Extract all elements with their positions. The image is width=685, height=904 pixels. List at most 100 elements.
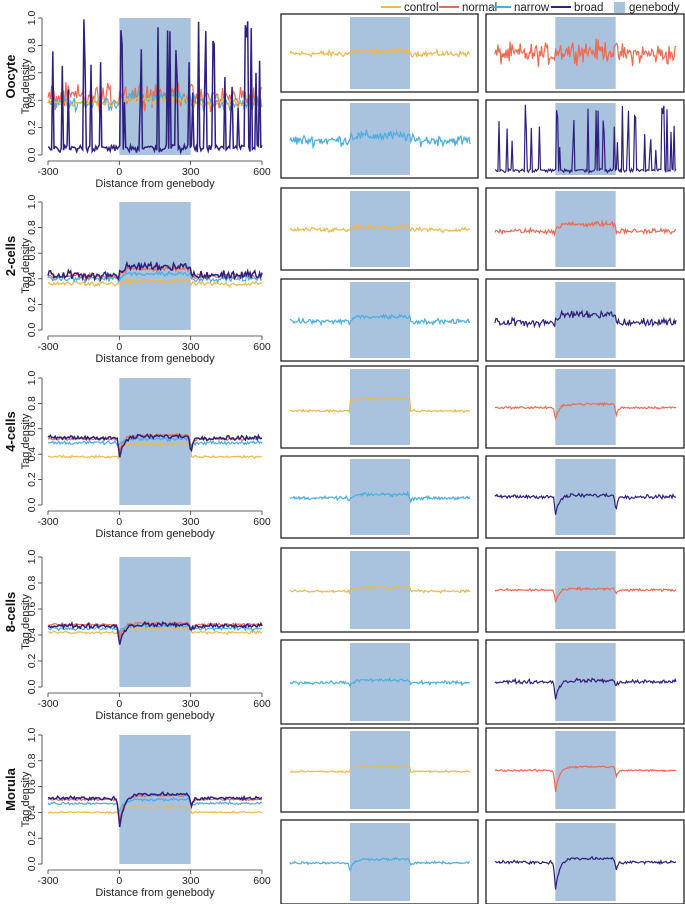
x-tick-label: 300	[182, 698, 200, 710]
y-tick-label: 0.4	[26, 628, 38, 643]
series-line-broad	[494, 677, 677, 700]
genebody-region	[555, 103, 616, 175]
y-tick-label: 0.2	[26, 297, 38, 312]
legend-item-normal: normal	[439, 2, 497, 14]
series-line-broad	[494, 309, 677, 329]
genebody-region	[349, 103, 411, 175]
series-line-broad	[47, 19, 263, 155]
small-panel-narrow	[280, 99, 479, 179]
series-line-narrow	[289, 676, 471, 689]
legend-item-genebody: genebody	[614, 2, 680, 14]
y-tick-label: 0.2	[26, 831, 38, 846]
x-tick-label: -300	[37, 166, 58, 178]
legend-label-genebody: genebody	[629, 2, 680, 14]
x-tick-label: 0	[116, 341, 122, 353]
x-axis-title: Distance from genebody	[95, 710, 215, 722]
y-axis-title: Tag density	[20, 771, 32, 827]
series-line-broad	[494, 104, 677, 175]
small-panel-narrow	[280, 278, 479, 362]
x-tick-label: 300	[182, 166, 200, 178]
y-tick-label: 1.0	[26, 195, 38, 210]
x-tick-label: -300	[37, 875, 58, 887]
series-line-broad	[494, 492, 677, 515]
small-panel-narrow	[280, 639, 479, 725]
series-line-narrow	[47, 796, 262, 813]
x-tick-label: 0	[116, 698, 122, 710]
series-line-normal	[494, 38, 677, 67]
legend-item-control: control	[381, 2, 439, 14]
series-line-normal	[47, 793, 263, 823]
genebody-region	[349, 369, 411, 445]
series-line-control	[289, 764, 471, 774]
series-line-narrow	[289, 129, 471, 150]
legend-label-control: control	[404, 2, 439, 14]
legend: control normal narrow broad genebody	[381, 2, 680, 14]
small-panel-normal	[485, 13, 685, 93]
y-tick-label: 0.6	[26, 602, 38, 617]
stage-panel-2-cells: 2-cells Tag density 0.0 0.2 0.4 0.6 0.8 1.0 -300…	[3, 187, 685, 365]
series-line-control	[47, 441, 263, 460]
x-tick-label: 0	[116, 516, 122, 528]
y-tick-label: 1.0	[26, 728, 38, 743]
genebody-region	[349, 551, 411, 629]
series-line-control	[289, 396, 471, 414]
series-line-control	[47, 626, 263, 636]
x-tick-label: 600	[253, 875, 271, 887]
small-panel-narrow	[280, 819, 479, 904]
x-tick-label: 300	[182, 341, 200, 353]
x-axis-title: Distance from genebody	[95, 528, 215, 540]
legend-item-broad: broad	[551, 2, 603, 14]
genebody-region	[555, 282, 616, 358]
small-panel-control	[280, 365, 479, 449]
x-tick-label: 0	[116, 875, 122, 887]
x-tick-label: 600	[253, 166, 271, 178]
small-panel-broad	[485, 639, 685, 725]
series-line-normal	[47, 432, 263, 453]
y-tick-label: 1.0	[26, 550, 38, 565]
series-line-control	[47, 276, 263, 288]
y-tick-label: 0.2	[26, 654, 38, 669]
y-tick-label: 0.8	[26, 576, 38, 591]
series-line-broad	[47, 432, 263, 458]
y-axis-title: Tag density	[20, 58, 32, 114]
genebody-region	[555, 369, 616, 445]
legend-label-broad: broad	[574, 2, 603, 14]
x-tick-label: -300	[37, 698, 58, 710]
series-line-narrow	[289, 490, 471, 504]
stage-label: Oocyte	[3, 54, 18, 98]
series-line-normal	[494, 765, 677, 792]
series-line-control	[289, 585, 471, 595]
x-tick-label: 300	[182, 516, 200, 528]
x-tick-label: 600	[253, 516, 271, 528]
x-tick-label: 600	[253, 341, 271, 353]
x-tick-label: -300	[37, 516, 58, 528]
genebody-region	[555, 731, 616, 809]
series-line-narrow	[47, 435, 263, 449]
y-tick-label: 1.0	[26, 11, 38, 26]
y-tick-label: 0.4	[26, 271, 38, 286]
small-panel-broad	[485, 455, 685, 539]
x-tick-label: -300	[37, 341, 58, 353]
genebody-region	[349, 459, 411, 535]
y-tick-label: 0.2	[26, 120, 38, 135]
y-tick-label: 0.4	[26, 447, 38, 462]
series-line-normal	[494, 219, 677, 237]
small-panel-control	[280, 13, 479, 93]
legend-swatch-genebody	[614, 2, 625, 13]
y-tick-label: 0.6	[26, 421, 38, 436]
genebody-region	[349, 731, 411, 809]
small-panel-normal	[485, 187, 685, 271]
y-tick-label: 0.8	[26, 220, 38, 235]
small-panel-normal	[485, 365, 685, 449]
small-panel-broad	[485, 278, 685, 362]
y-axis-title: Tag density	[20, 413, 32, 469]
y-tick-label: 0.8	[26, 396, 38, 411]
y-tick-label: 1.0	[26, 371, 38, 386]
series-line-control	[289, 46, 471, 59]
genebody-region	[349, 823, 411, 901]
x-axis-title: Distance from genebody	[95, 178, 215, 190]
series-line-control	[47, 805, 263, 814]
y-tick-label: 0.0	[26, 498, 38, 513]
series-line-control	[289, 222, 471, 234]
series-line-normal	[494, 586, 677, 603]
